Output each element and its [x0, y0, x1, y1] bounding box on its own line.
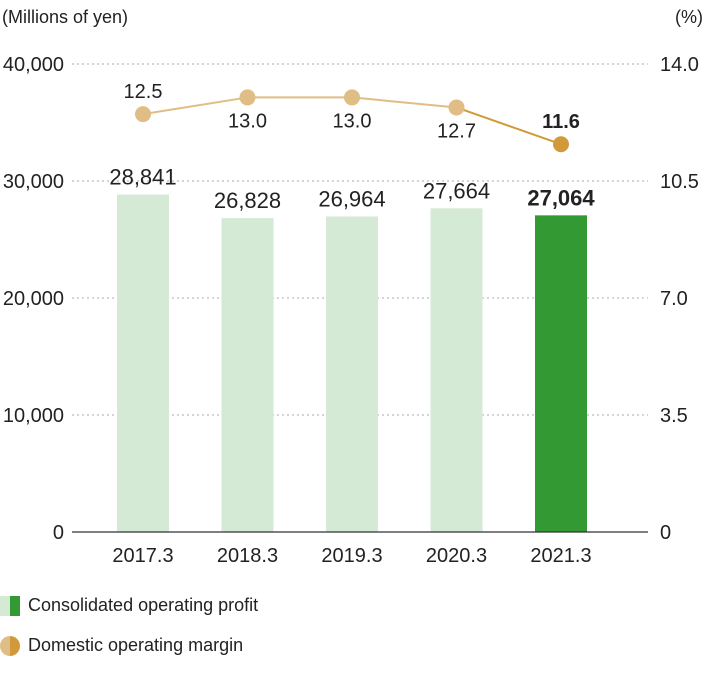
- bar-data-label: 28,841: [109, 165, 176, 190]
- legend-label-operating-margin: Domestic operating margin: [28, 635, 244, 655]
- bar: [117, 194, 169, 532]
- y-tick-label-left: 40,000: [3, 54, 64, 76]
- y-tick-label-right: 0: [660, 522, 671, 544]
- y-tick-label-right: 3.5: [660, 405, 688, 427]
- y-tick-label-left: 10,000: [3, 405, 64, 427]
- line-point: [135, 106, 151, 123]
- y-tick-label-right: 14.0: [660, 54, 699, 76]
- legend-item-operating-profit: Consolidated operating profit: [0, 595, 258, 616]
- bar: [430, 208, 483, 532]
- bar-data-label: 26,828: [214, 188, 281, 213]
- bar: [535, 215, 587, 532]
- bar: [326, 216, 378, 533]
- x-tick-label: 2019.3: [321, 545, 382, 567]
- line-marker-icon: [0, 635, 20, 656]
- bar: [221, 218, 274, 532]
- line-point: [344, 89, 360, 106]
- y-axis-left-unit: (Millions of yen): [2, 7, 128, 27]
- line-point: [239, 89, 256, 106]
- y-tick-label-left: 0: [53, 522, 64, 544]
- bar-data-label: 26,964: [318, 187, 385, 212]
- line-segment: [351, 96, 457, 109]
- line-segment: [142, 96, 248, 116]
- bar-data-label: 27,664: [423, 178, 490, 203]
- line-data-label: 13.0: [228, 110, 267, 132]
- y-tick-label-left: 20,000: [3, 288, 64, 310]
- line-data-label: 12.5: [124, 81, 163, 103]
- line-segment: [456, 106, 562, 146]
- y-axis-right-unit: (%): [675, 7, 703, 27]
- legend-item-operating-margin: Domestic operating margin: [0, 635, 243, 656]
- line-data-label: 11.6: [542, 111, 580, 133]
- line-data-label: 12.7: [437, 120, 476, 142]
- y-tick-label-left: 30,000: [3, 171, 64, 193]
- x-tick-label: 2017.3: [112, 545, 173, 567]
- bar-swatch-icon: [0, 595, 20, 616]
- x-tick-label: 2021.3: [530, 545, 591, 567]
- line-data-label: 13.0: [333, 110, 372, 132]
- y-tick-label-right: 10.5: [660, 171, 699, 193]
- line-point: [448, 99, 465, 116]
- chart-canvas: (Millions of yen) (%) 0 0 10,000 3.5 20,000 7.0…: [2, 7, 703, 567]
- y-tick-label-right: 7.0: [660, 288, 688, 310]
- bar-data-label: 27,064: [527, 185, 595, 210]
- legend-label-operating-profit: Consolidated operating profit: [28, 595, 259, 615]
- x-tick-label: 2018.3: [217, 545, 278, 567]
- x-tick-label: 2020.3: [426, 545, 487, 567]
- line-point: [553, 136, 569, 153]
